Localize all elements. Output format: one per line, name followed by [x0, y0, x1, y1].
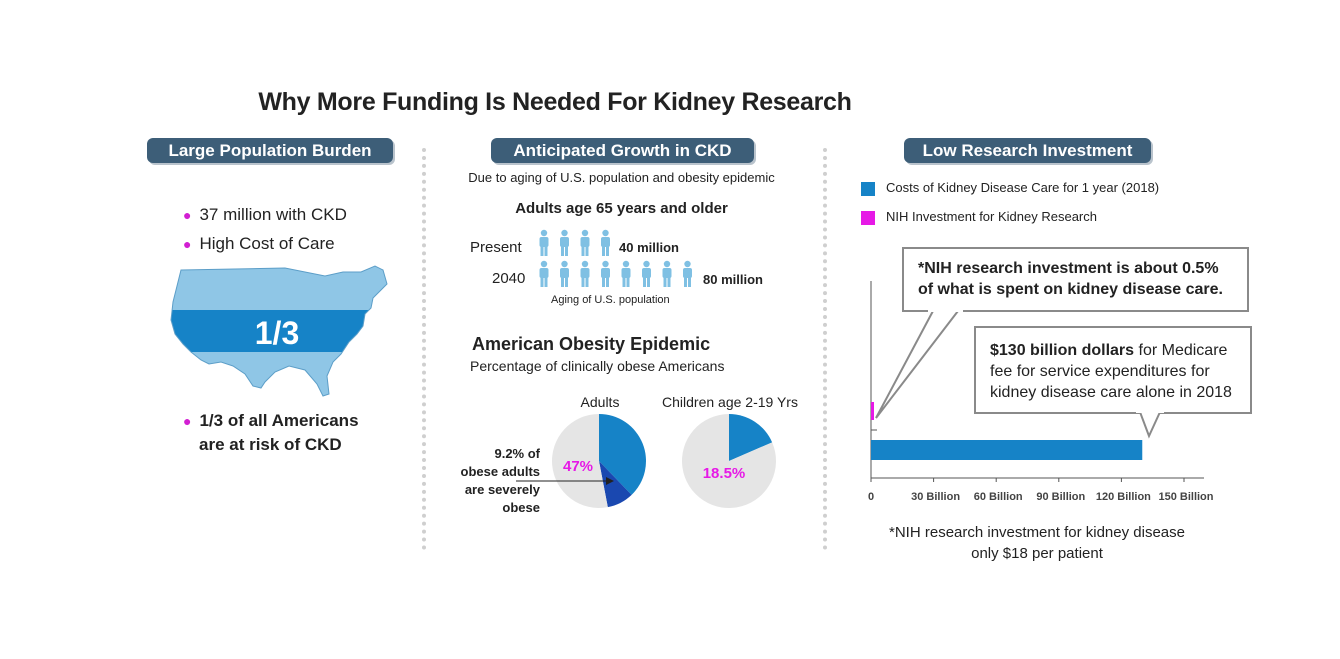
person-icon — [580, 229, 590, 256]
person-icon — [601, 260, 610, 287]
x-tick-label: 60 Billion — [974, 491, 1023, 503]
callout-line: fee for service expenditures for — [990, 363, 1210, 380]
footnote-line-2: only $18 per patient — [971, 545, 1103, 562]
annotation-line: are severely — [464, 482, 540, 497]
person-icon — [560, 260, 569, 287]
risk-line-1: 1/3 of all Americans — [199, 411, 359, 430]
obesity-title: American Obesity Epidemic — [472, 334, 711, 354]
person-icon — [642, 260, 651, 287]
risk-line-2: are at risk of CKD — [199, 435, 342, 454]
callout-nih-share: *NIH research investment is about 0.5% o… — [902, 247, 1249, 312]
pie-chart-children: 18.5% — [682, 414, 776, 508]
person-icon — [662, 260, 672, 287]
legend-label-nih: NIH Investment for Kidney Research — [886, 209, 1097, 224]
annotation-line: 9.2% of — [494, 446, 540, 461]
annotation-arrow — [516, 477, 614, 485]
x-tick-label: 150 Billion — [1158, 491, 1213, 503]
pie-slice — [552, 414, 608, 508]
section-heading-growth: Anticipated Growth in CKD — [491, 138, 754, 163]
callout-text: for Medicare — [1134, 342, 1228, 359]
people-icons-present — [539, 229, 610, 256]
pie-title-adults: Adults — [580, 394, 620, 410]
pie-label-children: 18.5% — [703, 465, 746, 482]
pie-slice — [682, 414, 776, 508]
investment-bar-chart: 0 30 Billion 60 Billion 90 Billion 120 Billi… — [868, 281, 1214, 503]
callout-medicare-cost: $130 billion dollars for Medicare fee fo… — [974, 326, 1252, 414]
severe-obesity-annotation: 9.2% of obese adults are severely obese — [432, 445, 540, 517]
person-icon — [621, 260, 631, 287]
risk-statement: ● 1/3 of all Americans — [183, 411, 359, 430]
row-value-2040: 80 million — [703, 272, 763, 287]
pie-title-children: Children age 2-19 Yrs — [662, 394, 798, 410]
row-label-2040: 2040 — [492, 270, 526, 287]
bullet-text: High Cost of Care — [199, 234, 335, 253]
footnote-line-1: *NIH research investment for kidney dise… — [889, 524, 1185, 541]
person-icon — [601, 229, 610, 256]
legend-swatch-nih — [861, 211, 875, 225]
row-value-present: 40 million — [619, 240, 679, 255]
page-title: Why More Funding Is Needed For Kidney Re… — [258, 88, 852, 116]
pie-chart-adults: 47% — [552, 414, 646, 508]
person-icon — [560, 229, 569, 256]
bullet-text: 37 million with CKD — [199, 205, 347, 224]
annotation-line: obese adults — [460, 464, 540, 479]
person-icon — [683, 260, 692, 287]
callout-line: of what is spent on kidney disease care. — [918, 281, 1223, 298]
adults-65-title: Adults age 65 years and older — [515, 200, 728, 217]
people-icons-2040 — [539, 260, 692, 287]
pie-slice — [599, 461, 632, 508]
bullet-cost: ● High Cost of Care — [183, 234, 335, 253]
callout-line: *NIH research investment is about 0.5% — [918, 260, 1219, 277]
map-fraction-label: 1/3 — [255, 315, 299, 351]
person-icon — [539, 260, 549, 287]
x-tick-label: 30 Billion — [911, 491, 960, 503]
column-divider-left — [422, 148, 426, 550]
pie-label-adults: 47% — [563, 458, 593, 475]
x-tick-label: 0 — [868, 491, 874, 503]
growth-subtitle: Due to aging of U.S. population and obes… — [468, 170, 775, 185]
pie-slice — [599, 414, 646, 495]
us-map: 1/3 — [170, 265, 388, 397]
x-tick-label: 90 Billion — [1036, 491, 1085, 503]
person-icon — [539, 229, 549, 256]
bar — [871, 402, 874, 420]
legend-swatch-care-costs — [861, 182, 875, 196]
column-divider-right — [823, 148, 827, 550]
callout-pointers — [875, 308, 1164, 439]
section-heading-investment: Low Research Investment — [904, 138, 1151, 163]
person-icon — [580, 260, 590, 287]
row-label-present: Present — [470, 239, 522, 256]
callout-line: $130 billion dollars for Medicare — [990, 340, 1236, 361]
legend-label-care-costs: Costs of Kidney Disease Care for 1 year … — [886, 180, 1160, 195]
x-tick-label: 120 Billion — [1096, 491, 1151, 503]
bullet-ckd-count: ● 37 million with CKD — [183, 205, 347, 224]
bar — [871, 440, 1143, 460]
annotation-line: obese — [502, 500, 540, 515]
callout-emphasis: $130 billion dollars — [990, 342, 1135, 359]
callout-line: kidney disease care alone in 2018 — [990, 384, 1232, 401]
aging-caption: Aging of U.S. population — [551, 294, 670, 306]
section-heading-population: Large Population Burden — [147, 138, 393, 163]
pie-slice — [729, 414, 773, 461]
obesity-subtitle: Percentage of clinically obese Americans — [470, 358, 725, 374]
